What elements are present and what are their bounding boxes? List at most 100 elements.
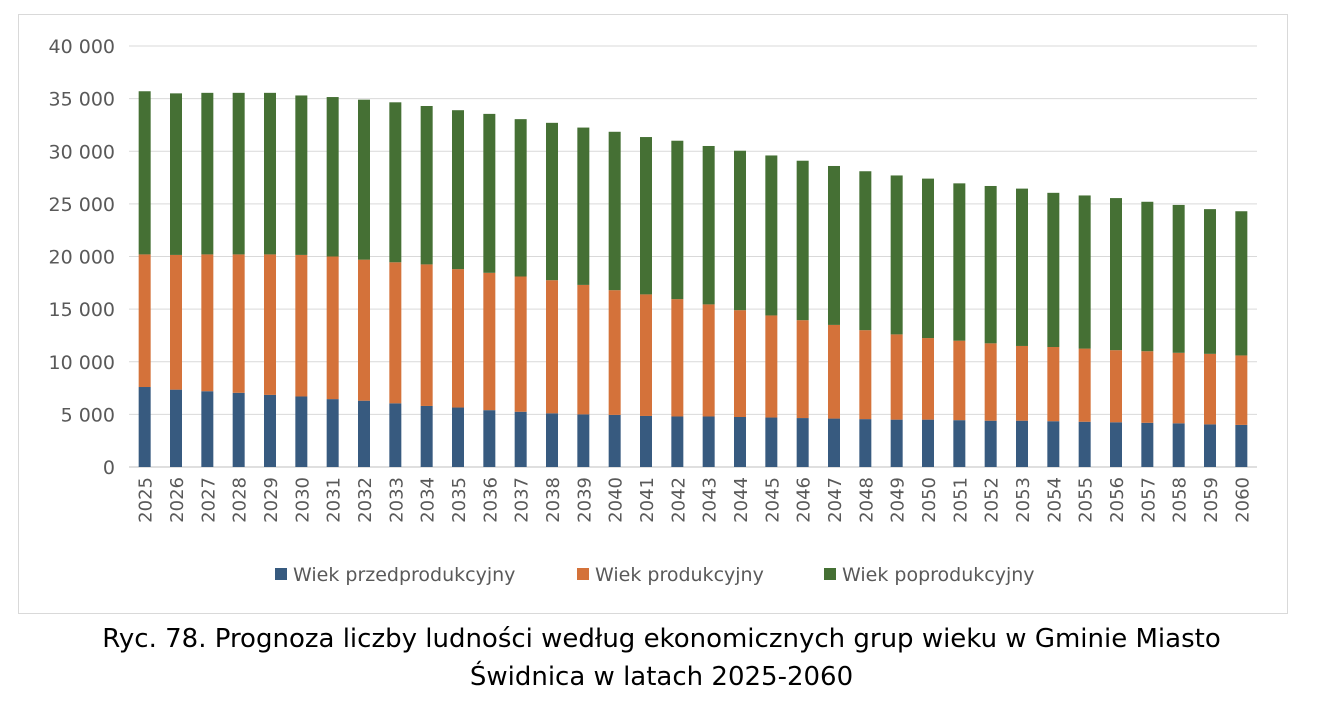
- x-tick-label: 2039: [574, 477, 595, 523]
- bar-segment: [389, 403, 402, 467]
- bar-segment: [170, 254, 182, 390]
- x-tick-label: 2054: [1044, 477, 1065, 523]
- bar-segment: [1078, 421, 1091, 467]
- bar-segment: [514, 411, 527, 467]
- bar-segment: [702, 304, 715, 417]
- bar-segment: [828, 165, 840, 325]
- bar-segment: [734, 150, 746, 311]
- bar-segment: [953, 420, 966, 467]
- bar-segment: [765, 315, 778, 418]
- legend-label: Wiek produkcyjny: [595, 564, 764, 586]
- x-tick-label: 2026: [167, 477, 188, 523]
- figure-caption: Ryc. 78. Prognoza liczby ludności według…: [0, 620, 1323, 696]
- bar-segment: [922, 419, 934, 467]
- x-tick-label: 2025: [136, 477, 157, 523]
- bar-segment: [1016, 188, 1028, 346]
- x-tick-label: 2034: [418, 477, 439, 523]
- bar-segment: [1204, 209, 1216, 354]
- x-tick-label: 2047: [825, 477, 846, 523]
- y-tick-label: 40 000: [49, 36, 115, 58]
- bar-segment: [608, 131, 621, 291]
- bar-segment: [890, 334, 903, 420]
- bar-segment: [201, 391, 214, 467]
- bar-segment: [577, 127, 590, 285]
- bar-segment: [577, 284, 590, 415]
- bar-segment: [452, 407, 464, 467]
- x-tick-label: 2055: [1076, 477, 1097, 523]
- x-tick-label: 2041: [637, 477, 658, 523]
- bar-segment: [1047, 347, 1060, 422]
- x-tick-label: 2044: [731, 477, 752, 523]
- bar-segment: [483, 272, 496, 411]
- bar-segment: [295, 396, 308, 467]
- x-tick-label: 2032: [355, 477, 376, 523]
- bar-segment: [264, 92, 276, 255]
- bar-segment: [546, 413, 558, 467]
- x-tick-label: 2052: [982, 477, 1003, 523]
- x-tick-label: 2040: [606, 477, 627, 523]
- bar-segment: [828, 418, 840, 467]
- bar-segment: [1016, 345, 1028, 421]
- chart-frame: 0 5 000 10 000 15 000 20 000 25 000 30 000 35 0…: [18, 14, 1288, 614]
- bar-segment: [1110, 350, 1122, 423]
- bar-segment: [514, 119, 527, 277]
- x-tick-label: 2029: [261, 477, 282, 523]
- bar-segment: [922, 338, 934, 420]
- bar-segment: [326, 97, 339, 257]
- bar-segment: [358, 400, 370, 467]
- bar-segment: [671, 299, 684, 417]
- bar-segment: [1110, 422, 1122, 467]
- bar-segment: [546, 280, 558, 414]
- x-tick-label: 2031: [324, 477, 345, 523]
- bar-segment: [420, 264, 433, 406]
- bar-segment: [170, 389, 182, 467]
- bar-segment: [734, 310, 746, 418]
- bar-segment: [828, 324, 840, 419]
- caption-line-2: Świdnica w latach 2025-2060: [469, 662, 854, 692]
- bar-segment: [1110, 198, 1122, 351]
- x-tick-label: 2042: [668, 477, 689, 523]
- bar-segment: [201, 92, 214, 255]
- bar-segment: [1016, 420, 1028, 467]
- x-tick-label: 2030: [292, 477, 313, 523]
- bar-segment: [640, 415, 652, 467]
- bar-segment: [452, 269, 464, 408]
- bar-segment: [1141, 201, 1154, 352]
- bar-segment: [326, 399, 339, 467]
- bar-segment: [358, 99, 370, 260]
- y-tick-label: 0: [103, 457, 115, 479]
- x-tick-label: 2051: [950, 477, 971, 523]
- bar-segment: [170, 93, 182, 255]
- x-tick-label: 2056: [1107, 477, 1128, 523]
- bar-segment: [577, 414, 590, 467]
- x-tick-label: 2035: [449, 477, 470, 523]
- bar-segment: [984, 420, 997, 467]
- bar-segment: [953, 340, 966, 421]
- bar-segment: [859, 419, 872, 467]
- bar-segment: [232, 392, 245, 467]
- x-tick-label: 2043: [700, 477, 721, 523]
- bar-segment: [1078, 195, 1091, 349]
- bar-segment: [1172, 423, 1185, 467]
- bar-segment: [232, 92, 245, 255]
- bar-segment: [483, 113, 496, 273]
- bar-segment: [452, 110, 464, 270]
- bar-segment: [514, 276, 527, 412]
- x-tick-label: 2045: [762, 477, 783, 523]
- bar-segment: [608, 290, 621, 415]
- bar-segment: [483, 410, 496, 467]
- bar-segment: [138, 91, 151, 255]
- bar-segment: [1235, 211, 1248, 356]
- caption-line-1: Ryc. 78. Prognoza liczby ludności według…: [102, 624, 1221, 654]
- bar-segment: [295, 95, 308, 255]
- bar-segment: [546, 122, 558, 281]
- legend-label: Wiek poprodukcyjny: [842, 564, 1035, 586]
- bar-segment: [702, 416, 715, 467]
- x-tick-label: 2027: [198, 477, 219, 523]
- legend-swatch: [824, 568, 836, 580]
- y-tick-label: 5 000: [61, 404, 115, 426]
- bar-segment: [420, 105, 433, 265]
- x-tick-label: 2059: [1201, 477, 1222, 523]
- bar-segment: [734, 417, 746, 467]
- bar-segment: [796, 418, 809, 467]
